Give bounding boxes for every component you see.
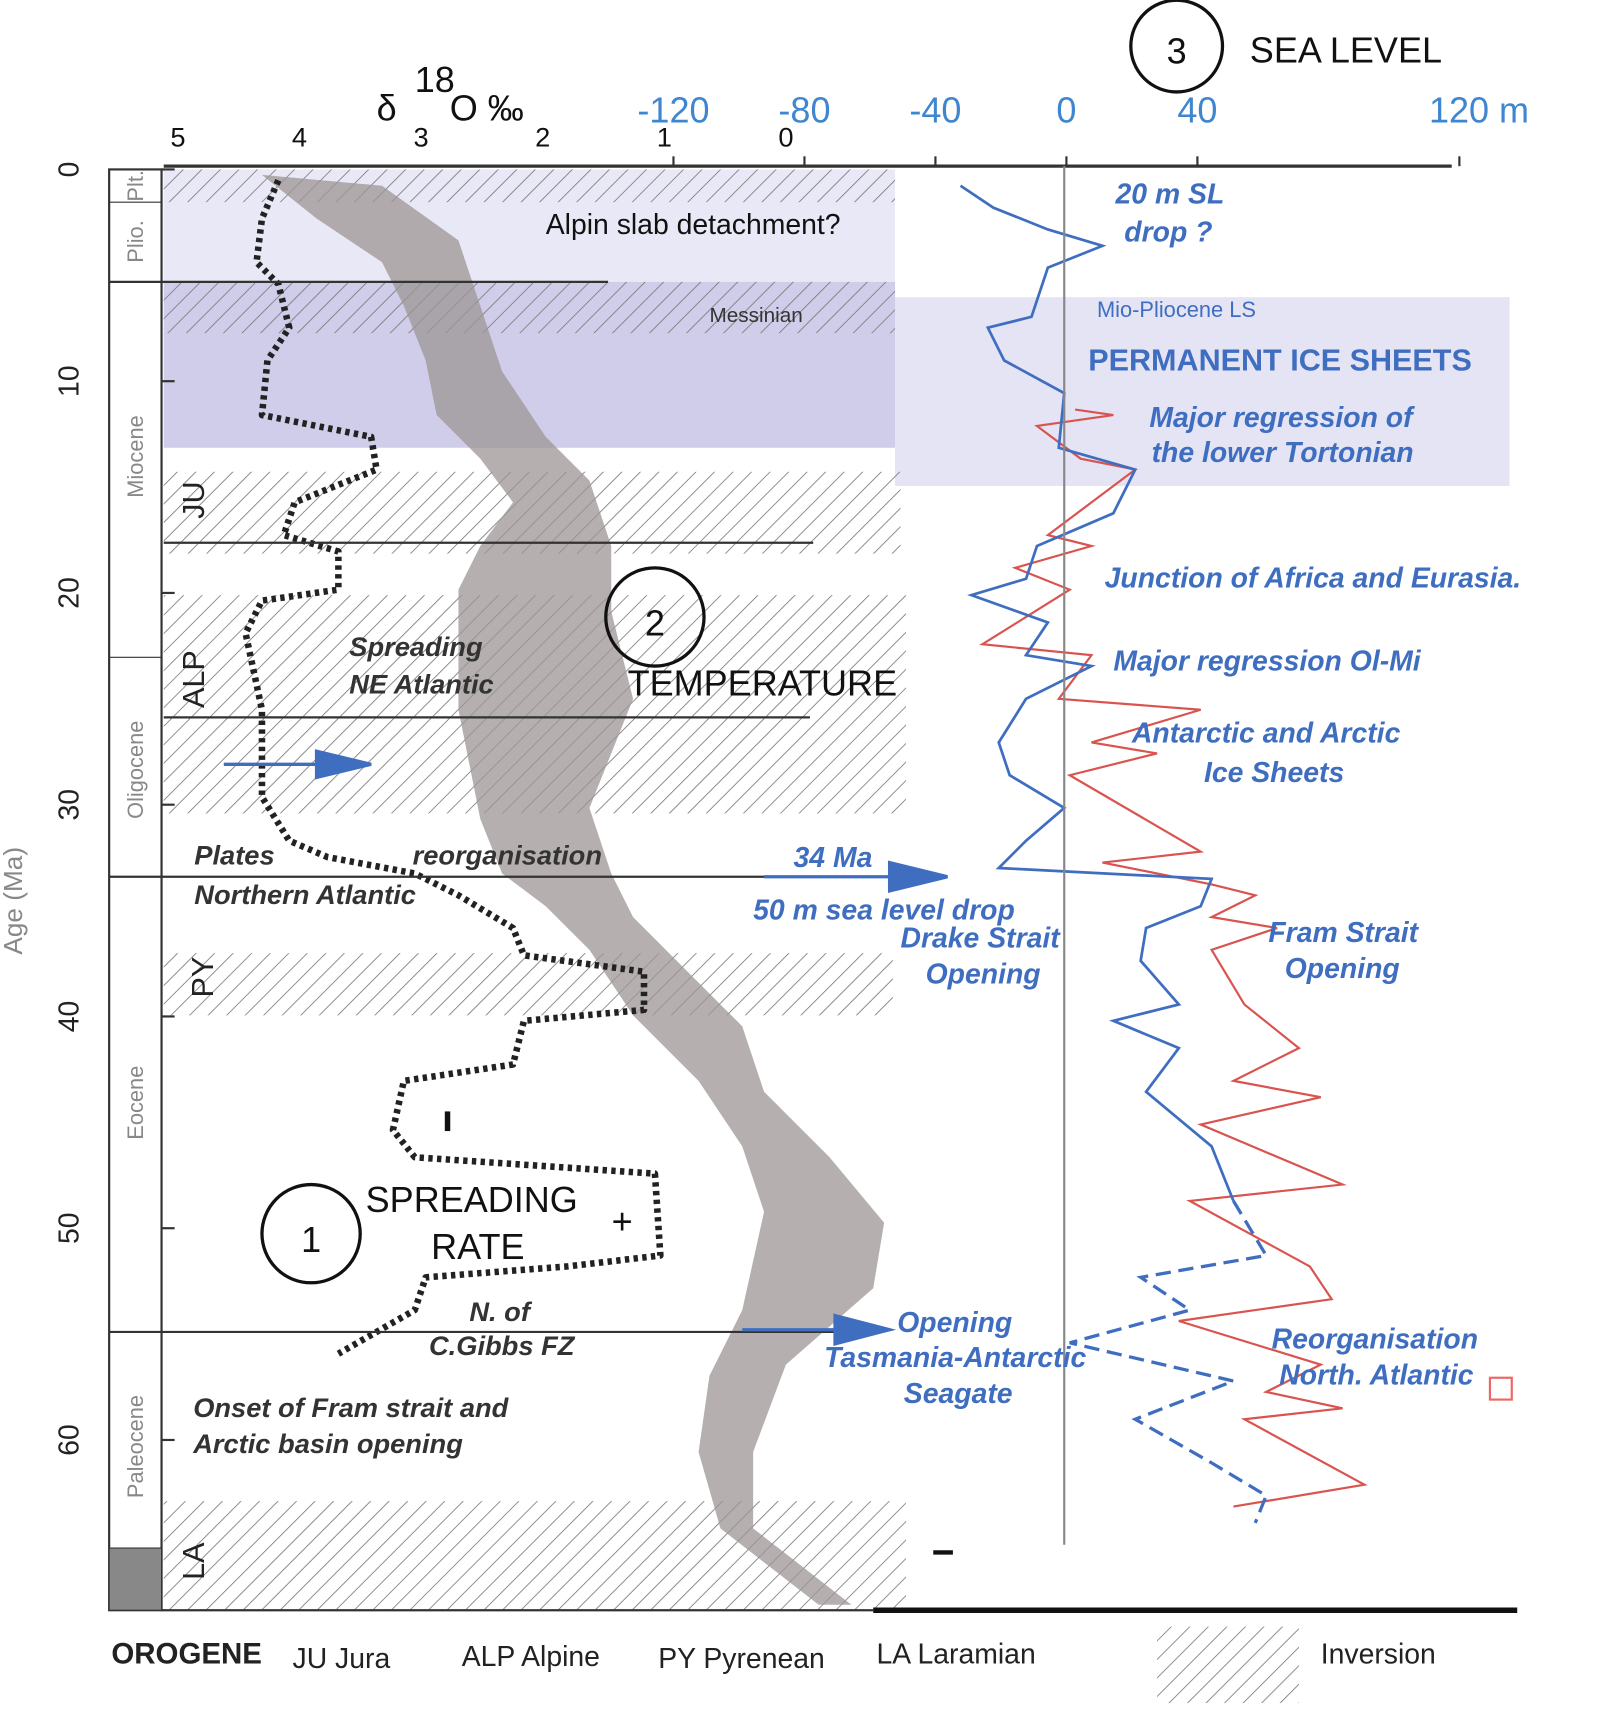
x-tick-label: 0 <box>778 122 793 153</box>
title: SEA LEVEL <box>1250 29 1442 70</box>
annotation: Ice Sheets <box>1204 757 1344 789</box>
legend-item: JU Jura <box>293 1643 391 1675</box>
annotation: N. of <box>469 1296 532 1327</box>
annotation: 50 m sea level drop <box>753 894 1015 926</box>
epoch: Plio. <box>123 220 148 262</box>
y-tick-label: 30 <box>54 789 86 821</box>
orogene: ALP <box>177 650 211 708</box>
annotation: 34 Ma <box>794 842 873 874</box>
annotation: C.Gibbs FZ <box>429 1330 576 1361</box>
annotation: Plates <box>194 840 274 871</box>
annotation: Opening <box>926 959 1041 991</box>
annotation: Junction of Africa and Eurasia. <box>1105 562 1522 594</box>
annotation: Mio-Pliocene LS <box>1097 297 1256 322</box>
x-tick-label: 5 <box>170 122 185 153</box>
annotation: Seagate <box>904 1378 1013 1410</box>
annotation: RATE <box>431 1226 524 1267</box>
circle <box>1129 0 1225 94</box>
x-tick-label: -80 <box>778 89 830 130</box>
circle-number: 1 <box>301 1219 321 1260</box>
annotation: 20 m SL <box>1115 178 1225 210</box>
y-tick-label: 60 <box>54 1424 86 1456</box>
annotation: Antarctic and Arctic <box>1131 717 1401 749</box>
x-tick-label: 4 <box>292 122 307 153</box>
annotation: Northern Atlantic <box>194 879 416 910</box>
annotation: Spreading <box>349 631 483 662</box>
legend-item: LA Laramian <box>876 1639 1035 1671</box>
circle <box>604 566 706 668</box>
axis-title: 18 <box>415 59 455 100</box>
epoch: Paleocene <box>123 1395 148 1498</box>
d18o-band <box>261 174 885 1605</box>
x-tick-label: 1 <box>657 122 672 153</box>
annotation: Messinian <box>709 304 802 327</box>
axis-title: δ <box>377 87 397 128</box>
x-tick-label: 40 <box>1177 89 1217 130</box>
annotation: Opening <box>897 1307 1012 1339</box>
axis-title: Age (Ma) <box>0 847 28 955</box>
y-tick-label: 50 <box>54 1212 86 1244</box>
orogene: LA <box>177 1542 211 1580</box>
annotation: SPREADING <box>366 1179 578 1220</box>
x-tick-label: -120 <box>637 89 709 130</box>
epoch: Plt. <box>123 170 148 202</box>
annotation: Major regression of <box>1149 402 1415 434</box>
annotation: + <box>612 1201 633 1242</box>
y-tick-label: 40 <box>54 1001 86 1033</box>
y-tick-label: 10 <box>54 365 86 397</box>
sea-level-red <box>979 408 1368 1508</box>
annotation: TEMPERATURE <box>628 663 897 704</box>
annotation: Onset of Fram strait and <box>193 1392 509 1423</box>
legend-item: PY Pyrenean <box>658 1643 825 1675</box>
y-tick-label: 20 <box>54 577 86 609</box>
epoch: Oligocene <box>123 721 148 819</box>
x-tick-label: 120 m <box>1429 89 1529 130</box>
marker <box>1488 1376 1513 1401</box>
x-tick-label: 0 <box>1056 89 1076 130</box>
circle-number: 3 <box>1167 31 1187 72</box>
annotation: Arctic basin opening <box>192 1428 463 1459</box>
x-tick-label: 2 <box>535 122 550 153</box>
legend-item: Inversion <box>1321 1639 1436 1671</box>
annotation: North. Atlantic <box>1279 1359 1474 1391</box>
annotation: Major regression Ol-Mi <box>1113 645 1421 677</box>
annotation: NE Atlantic <box>349 668 493 699</box>
arrows <box>223 749 948 1347</box>
legend-item: ALP Alpine <box>462 1641 600 1673</box>
orogene: JU <box>177 481 211 518</box>
annotation: Tasmania-Antarctic <box>824 1342 1086 1374</box>
spreading-rate-curve <box>242 179 664 1357</box>
x-tick-label: 3 <box>414 122 429 153</box>
annotation: the lower Tortonian <box>1152 437 1414 469</box>
annotation: Opening <box>1285 953 1400 985</box>
axis-title: O ‰ <box>450 87 524 128</box>
circle <box>260 1182 362 1285</box>
annotation: Alpin slab detachment? <box>546 209 841 241</box>
annotation: reorganisation <box>413 840 602 871</box>
sea-level-blue-dashed <box>1069 1200 1269 1524</box>
annotation: Reorganisation <box>1272 1323 1478 1355</box>
epoch: Eocene <box>123 1066 148 1140</box>
circle-number: 2 <box>645 603 665 644</box>
orogene: PY <box>186 957 220 998</box>
annotation: Drake Strait <box>901 923 1062 955</box>
y-tick-label: 0 <box>54 162 86 178</box>
legend-swatch <box>1157 1626 1299 1704</box>
annotation: Fram Strait <box>1268 917 1419 949</box>
frame <box>108 164 1518 1613</box>
annotation: PERMANENT ICE SHEETS <box>1088 343 1472 377</box>
annotation: drop ? <box>1124 216 1212 248</box>
legend-title: OROGENE <box>111 1638 262 1671</box>
epoch: Miocene <box>123 415 148 498</box>
x-tick-label: -40 <box>909 89 961 130</box>
sea-level-blue <box>959 184 1235 1202</box>
